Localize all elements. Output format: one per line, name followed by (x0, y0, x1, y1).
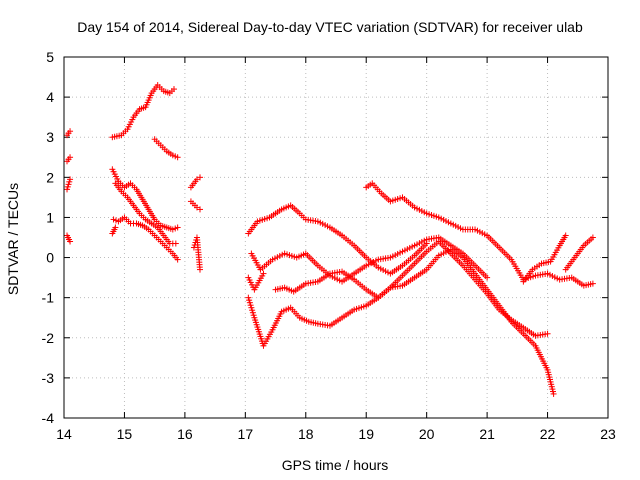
series-p (245, 246, 557, 397)
y-axis-label: SDTVAR / TECUs (5, 183, 21, 295)
data-point (247, 302, 254, 309)
data-point (248, 304, 255, 311)
data-points (64, 82, 596, 397)
chart-title: Day 154 of 2014, Sidereal Day-to-day VTE… (77, 19, 583, 35)
data-point (65, 181, 72, 188)
series-m (190, 234, 203, 273)
series-a (64, 128, 74, 139)
data-point (562, 232, 569, 239)
y-tick-label: -3 (42, 370, 55, 386)
data-point (246, 299, 253, 306)
x-tick-label: 14 (56, 426, 72, 442)
series-f (151, 136, 181, 161)
series-e (109, 82, 178, 141)
data-point (67, 128, 74, 135)
data-point (67, 176, 74, 183)
series-v (245, 270, 267, 293)
data-point (550, 390, 557, 397)
data-point (245, 294, 252, 301)
data-point (112, 224, 119, 231)
y-tick-label: -1 (42, 290, 55, 306)
data-point (66, 178, 73, 185)
data-point (246, 297, 253, 304)
series-i (110, 214, 181, 263)
data-point (171, 86, 178, 93)
data-point (64, 186, 71, 193)
x-tick-label: 19 (358, 426, 374, 442)
plot-frame (63, 56, 609, 419)
data-point (260, 270, 267, 277)
series-r (363, 180, 551, 283)
series-g (109, 166, 181, 233)
data-point (589, 280, 596, 287)
y-tick-label: 5 (46, 49, 54, 65)
x-tick-label: 16 (177, 426, 193, 442)
y-tick-label: -4 (42, 410, 55, 426)
x-tick-label: 23 (600, 426, 616, 442)
x-tick-label: 21 (479, 426, 495, 442)
data-point (197, 206, 203, 213)
series-s (520, 232, 569, 285)
series-h (112, 180, 179, 247)
x-tick-label: 22 (540, 426, 556, 442)
series-u (562, 234, 596, 273)
data-point (544, 330, 551, 337)
data-point (249, 307, 256, 314)
data-point (249, 309, 256, 316)
y-tick-label: -2 (42, 330, 55, 346)
y-tick-label: 1 (46, 209, 54, 225)
data-point (250, 312, 257, 319)
series-c (64, 176, 74, 193)
data-point (67, 154, 74, 161)
data-point (174, 224, 181, 231)
series-j (109, 224, 119, 237)
x-axis-label: GPS time / hours (282, 457, 389, 473)
data-point (193, 204, 200, 211)
data-point (197, 266, 203, 273)
y-tick-label: 3 (46, 129, 54, 145)
data-point (197, 174, 203, 181)
data-point (64, 183, 71, 190)
series-l (187, 198, 203, 213)
x-tick-label: 17 (238, 426, 254, 442)
y-tick-label: 4 (46, 89, 54, 105)
series-b (64, 154, 74, 165)
y-tick-label: 2 (46, 169, 54, 185)
x-tick-label: 18 (298, 426, 314, 442)
x-tick-label: 15 (117, 426, 133, 442)
data-point (589, 234, 596, 241)
series-n (245, 202, 430, 277)
data-point (484, 274, 491, 281)
series-t (544, 270, 596, 289)
grid-lines (64, 57, 608, 418)
series-k (187, 174, 203, 191)
series-q (272, 238, 551, 339)
data-point (172, 240, 179, 247)
y-tick-label: 0 (46, 250, 54, 266)
series-d (64, 232, 74, 245)
data-point (174, 256, 181, 263)
data-point (174, 154, 181, 161)
data-point (193, 176, 200, 183)
x-tick-label: 20 (419, 426, 435, 442)
data-point (67, 238, 74, 245)
